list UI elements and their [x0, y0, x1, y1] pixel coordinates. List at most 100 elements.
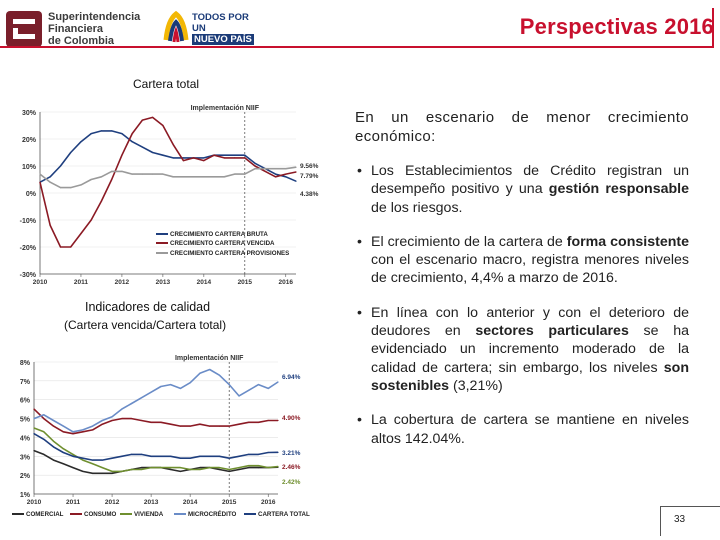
data-point-crecimiento-cartera-bruta [254, 162, 256, 164]
data-point-comercial [82, 470, 84, 472]
data-point-crecimiento-cartera-vencida [254, 165, 256, 167]
data-point-consumo [218, 425, 221, 427]
data-point-comercial [228, 470, 230, 472]
data-point-comercial [43, 453, 45, 455]
data-point-vivienda [209, 467, 211, 469]
y-tick-label: 20% [22, 137, 37, 144]
data-point-crecimiento-cartera-provisiones [100, 176, 103, 178]
data-point-consumo [189, 425, 191, 427]
lead-text: En un escenario de menor crecimiento eco… [355, 109, 689, 145]
data-point-crecimiento-cartera-provisiones [285, 168, 287, 170]
data-point-comercial [140, 467, 142, 469]
data-point-crecimiento-cartera-vencida [295, 171, 297, 173]
data-point-consumo [179, 425, 181, 427]
data-point-microcredito [277, 381, 279, 383]
data-point-microcredito [62, 425, 64, 427]
nuevo-pais-logo: TODOS POR UN NUEVO PAÍS [162, 8, 262, 50]
data-point-cartera-total [111, 457, 113, 459]
data-point-microcredito [131, 402, 133, 405]
y-tick-label: -20% [20, 245, 37, 252]
data-point-microcredito [43, 414, 45, 416]
data-point-comercial [248, 467, 250, 469]
x-tick-label: 2010 [27, 499, 42, 506]
data-point-vivienda [131, 468, 133, 471]
data-point-vivienda [179, 467, 181, 469]
x-tick-label: 2014 [183, 499, 198, 506]
data-point-vivienda [111, 470, 113, 472]
data-point-comercial [52, 459, 55, 461]
x-tick-label: 2011 [74, 279, 88, 286]
data-point-microcredito [150, 391, 152, 393]
x-tick-label: 2012 [115, 279, 130, 286]
org-name-line-1: Superintendencia [48, 11, 141, 23]
series-line-cartera-total [33, 433, 279, 461]
end-value-label: 2.46% [282, 464, 301, 471]
data-point-crecimiento-cartera-provisiones [172, 176, 174, 178]
data-point-vivienda [199, 468, 201, 471]
y-tick-label: -30% [20, 272, 37, 279]
data-point-comercial [199, 467, 201, 469]
legend-label: CRECIMIENTO CARTERA BRUTA [170, 231, 268, 238]
data-point-vivienda [91, 463, 94, 465]
data-point-vivienda [189, 468, 191, 471]
data-point-vivienda [257, 465, 260, 467]
y-tick-label: 30% [22, 110, 37, 117]
data-point-crecimiento-cartera-provisiones [49, 181, 51, 183]
data-point-microcredito [199, 372, 201, 374]
data-point-microcredito [33, 417, 35, 420]
data-point-cartera-total [257, 453, 260, 455]
data-point-vivienda [43, 431, 45, 433]
data-point-crecimiento-cartera-vencida [162, 124, 164, 127]
data-point-vivienda [62, 448, 64, 450]
data-point-comercial [238, 468, 240, 471]
data-point-crecimiento-cartera-vencida [223, 157, 225, 159]
y-tick-label: 3% [20, 454, 31, 461]
legend-label: CARTERA TOTAL [258, 511, 310, 518]
data-point-crecimiento-cartera-vencida [90, 219, 92, 221]
data-point-crecimiento-cartera-vencida [274, 176, 277, 178]
data-point-cartera-total [72, 455, 74, 457]
data-point-crecimiento-cartera-bruta [49, 176, 51, 178]
slide-header: Superintendencia Financiera de Colombia … [0, 0, 720, 58]
data-point-crecimiento-cartera-vencida [80, 232, 82, 235]
data-point-crecimiento-cartera-provisiones [111, 170, 113, 172]
data-point-vivienda [150, 467, 152, 469]
x-tick-label: 2015 [238, 279, 253, 286]
superfinanciera-logo: Superintendencia Financiera de Colombia [6, 8, 166, 50]
y-tick-label: 1% [20, 492, 31, 499]
x-tick-label: 2012 [105, 499, 120, 506]
data-point-crecimiento-cartera-vencida [264, 170, 266, 172]
data-point-crecimiento-cartera-provisiones [254, 168, 256, 170]
data-point-consumo [248, 421, 250, 423]
data-point-crecimiento-cartera-bruta [90, 133, 92, 135]
y-tick-label: 10% [22, 164, 37, 171]
data-point-crecimiento-cartera-provisiones [193, 176, 195, 178]
data-point-crecimiento-cartera-bruta [172, 157, 174, 159]
data-point-cartera-total [218, 455, 221, 457]
data-point-crecimiento-cartera-vencida [233, 157, 236, 159]
data-point-consumo [91, 429, 94, 431]
niif-annotation: Implementación NIIF [191, 105, 260, 112]
data-point-consumo [238, 423, 240, 425]
x-tick-label: 2013 [144, 499, 159, 506]
data-point-consumo [52, 425, 55, 427]
data-point-crecimiento-cartera-bruta [274, 173, 277, 175]
data-point-cartera-total [140, 453, 142, 455]
page-number-rule [660, 506, 720, 507]
data-point-vivienda [33, 427, 35, 429]
data-point-crecimiento-cartera-vencida [141, 119, 143, 121]
data-point-comercial [179, 470, 181, 472]
data-point-microcredito [189, 382, 191, 384]
data-point-cartera-total [228, 457, 230, 459]
data-point-crecimiento-cartera-vencida [172, 143, 174, 145]
data-point-vivienda [238, 467, 240, 469]
data-point-crecimiento-cartera-provisiones [203, 176, 205, 178]
data-point-consumo [62, 431, 64, 433]
data-point-crecimiento-cartera-provisiones [90, 178, 92, 181]
x-tick-label: 2011 [66, 499, 80, 506]
data-point-cartera-total [62, 451, 64, 454]
series-line-comercial [33, 449, 279, 475]
data-point-consumo [150, 421, 152, 423]
calidad-cartera-chart: 8% 7% 6% 5% 4% 3% 2% 1%2010 2011 2012 2013 2014 2015… [12, 355, 310, 518]
y-tick-label: 7% [20, 379, 31, 386]
